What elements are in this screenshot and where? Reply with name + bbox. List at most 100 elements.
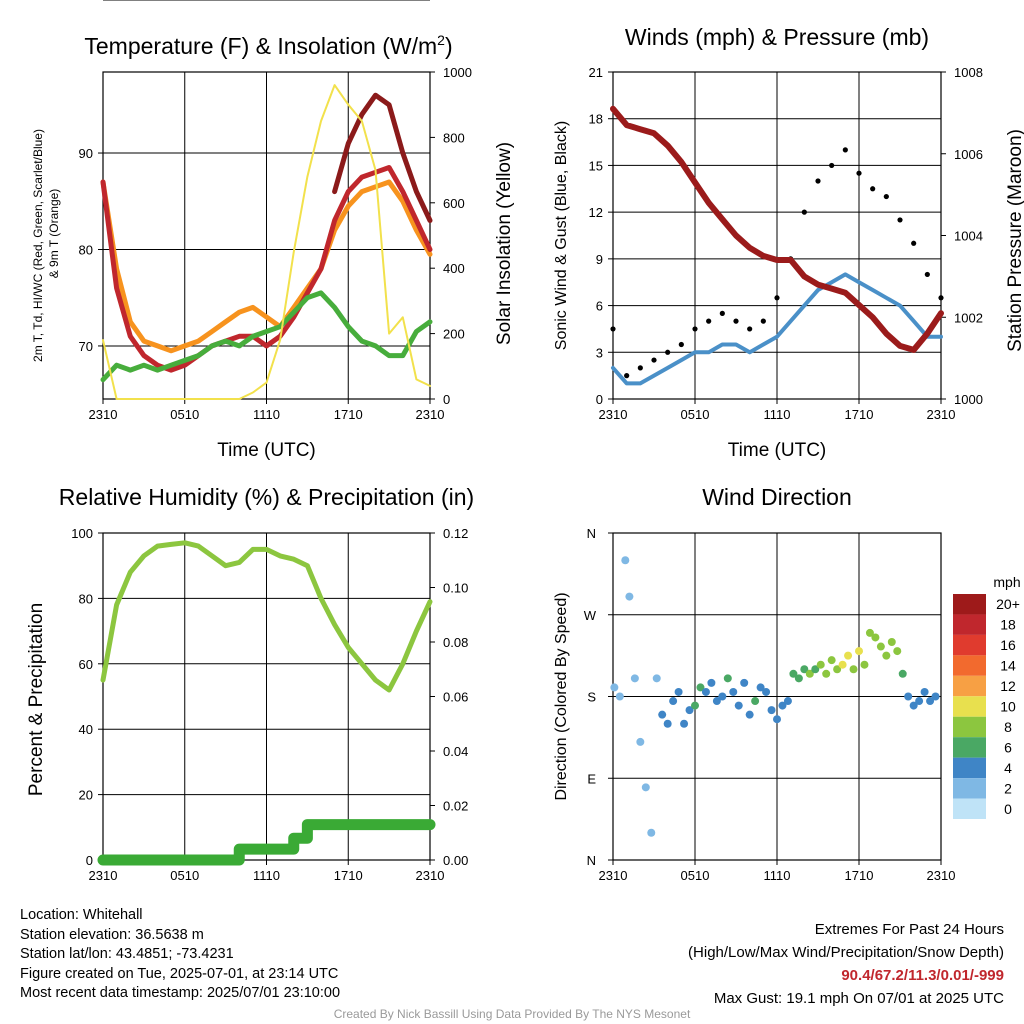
y-axis-label-direction: Direction (Colored By Speed) [553,592,570,800]
y2-tick-label: 1006 [954,147,983,162]
y-tick-label: 80 [79,591,93,606]
y2-tick-label: 0.12 [443,526,468,541]
direction-point [822,669,831,678]
y2-tick-label: 0.08 [443,635,468,650]
temperature-series-0 [100,179,433,354]
y-tick-label: W [584,608,597,623]
direction-point [926,697,935,706]
direction-point [610,683,619,692]
y2-tick-label: 0.00 [443,853,468,868]
colorbar-swatch [953,675,986,697]
colorbar-swatch [953,778,986,799]
gust-point [774,295,780,301]
station-elevation: Station elevation: 36.5638 m [20,926,204,943]
direction-point [691,701,699,710]
colorbar-label: 10 [1000,699,1016,715]
direction-point [696,683,705,692]
direction-point [636,737,645,746]
direction-point [855,647,863,656]
temperature-series-4 [102,84,431,400]
gust-point [637,365,643,371]
y-tick-label: 18 [589,112,603,127]
chart-title-humidity: Relative Humidity (%) & Precipitation (i… [59,484,474,510]
x-tick-label: 1710 [334,868,363,883]
y-tick-label: 100 [71,526,93,541]
colorbar-swatch [953,716,986,738]
y-tick-label: 3 [596,345,603,360]
wind-series-2 [610,105,944,353]
temperature-series-3 [100,290,433,383]
x-tick-label: 1110 [764,868,791,883]
x-tick-label: 0510 [681,407,710,422]
direction-point [882,651,891,660]
recent-timestamp: Most recent data timestamp: 2025/07/01 2… [20,985,341,1001]
x-axis-label-winds: Time (UTC) [728,440,827,461]
x-tick-label: 2310 [416,407,445,422]
colorbar-label: 18 [1000,617,1016,633]
direction-point [811,665,820,674]
chart-title-temperature: Temperature (F) & Insolation (W/m2) [84,32,452,59]
x-tick-label: 2310 [89,868,118,883]
y2-tick-label: 0.02 [443,799,468,814]
colorbar-label: 14 [1000,658,1016,674]
y-tick-label: 40 [79,722,93,737]
y-tick-label: 60 [79,657,93,672]
direction-point [800,665,809,674]
direction-point [647,828,656,837]
x-tick-label: 1710 [845,868,874,883]
colorbar-swatch [953,594,986,615]
y-axis-label-winds: Sonic Wind & Gust (Blue, Black) [553,121,570,350]
y2-tick-label: 600 [443,196,465,211]
figure-created: Figure created on Tue, 2025-07-01, at 23… [20,965,339,982]
direction-point [658,710,667,719]
gust-point [610,326,616,332]
y-tick-label: 70 [79,339,93,354]
x-tick-label: 0510 [170,407,199,422]
y2-tick-label: 200 [443,327,465,342]
direction-point [630,674,639,683]
colorbar-swatch [953,614,986,635]
extremes-legend: (High/Low/Max Wind/Precipitation/Snow De… [688,944,1004,961]
direction-point [663,719,672,728]
direction-point [794,674,803,683]
y-tick-label: N [587,853,596,868]
direction-point [707,678,716,687]
x-tick-label: 0510 [170,868,199,883]
direction-point [871,633,880,642]
direction-point [789,669,798,678]
colorbar-label: 2 [1004,780,1012,796]
y2-tick-label: 0.10 [443,581,468,596]
gust-point [801,209,807,215]
direction-point [898,669,907,678]
x-tick-label: 2310 [927,868,956,883]
gust-point [938,295,944,301]
direction-point [756,683,765,692]
gust-point [842,147,848,153]
extremes-heading: Extremes For Past 24 Hours [814,921,1004,938]
direction-point [915,697,924,706]
y-tick-label: E [587,771,596,786]
y2-tick-label: 800 [443,130,465,145]
humidity-series-1 [97,819,436,866]
y-tick-label: 9 [596,252,603,267]
direction-point [734,701,743,710]
y2-tick-label: 0.06 [443,690,468,705]
direction-point [740,678,749,687]
direction-point [680,719,689,728]
gust-point [829,162,835,169]
direction-point [674,687,683,696]
direction-point [849,665,858,674]
direction-point [773,715,781,724]
y2-tick-label: 400 [443,261,465,276]
x-tick-label: 0510 [681,868,710,883]
direction-point [887,638,896,646]
x-tick-label: 2310 [599,868,628,883]
y2-tick-label: 1000 [954,392,983,407]
gust-point [760,318,766,324]
y-axis-label-temperature: 2m T, Td, HI/WC (Red, Green, Scarlet/Blu… [31,129,45,362]
direction-point [860,660,869,669]
x-tick-label: 1110 [764,407,791,422]
direction-point [838,660,847,669]
gust-point [856,170,862,176]
direction-point [876,642,885,651]
